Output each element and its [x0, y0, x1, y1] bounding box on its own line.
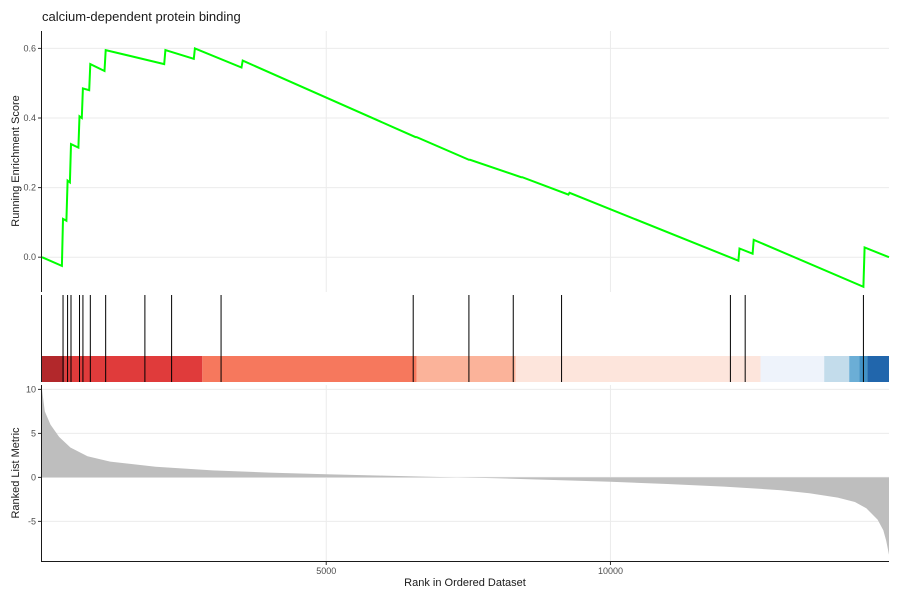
rank-band-0 — [42, 356, 65, 382]
x-tick-label-1: 10000 — [598, 566, 623, 576]
es-y-tick-label-2: 0.4 — [23, 113, 36, 123]
x-axis-label: Rank in Ordered Dataset — [404, 577, 526, 589]
rank-band-7 — [849, 356, 860, 382]
es-panel: 0.0 0.2 0.4 0.6 Running Enrichment Score — [10, 31, 890, 292]
gene-hit-marks — [62, 295, 864, 382]
rank-band-3 — [416, 356, 516, 382]
es-y-axis-label: Running Enrichment Score — [10, 95, 22, 226]
metric-y-tick-label-1: 0 — [31, 472, 36, 482]
metric-y-tick-label-0: -5 — [28, 516, 36, 526]
rank-band-6 — [824, 356, 850, 382]
rank-band-2 — [202, 356, 417, 382]
es-y-tick-label-1: 0.2 — [23, 183, 36, 193]
es-y-tick-label-0: 0.0 — [23, 252, 36, 262]
x-tick-label-0: 5000 — [316, 566, 336, 576]
es-gridlines — [42, 31, 889, 292]
metric-y-tick-label-2: 5 — [31, 428, 36, 438]
rank-band-4 — [515, 356, 761, 382]
rank-band-1 — [64, 356, 203, 382]
metric-y-tick-label-3: 10 — [26, 384, 36, 394]
hits-panel — [41, 295, 889, 382]
rank-color-bands — [42, 356, 889, 382]
es-y-tick-label-3: 0.6 — [23, 43, 36, 53]
metric-y-axis-label: Ranked List Metric — [10, 427, 22, 519]
metric-panel: -5 0 5 10 5000 10000 Ranked List Metric Rank… — [10, 384, 889, 589]
chart-title: calcium-dependent protein binding — [42, 9, 241, 24]
es-y-ticks: 0.0 0.2 0.4 0.6 — [23, 43, 41, 262]
rank-band-9 — [867, 356, 889, 382]
metric-y-ticks: -5 0 5 10 — [26, 384, 41, 526]
es-series-line — [41, 46, 890, 289]
rank-band-5 — [760, 356, 825, 382]
metric-area — [42, 389, 889, 555]
x-axis-ticks: 5000 10000 — [316, 562, 623, 576]
